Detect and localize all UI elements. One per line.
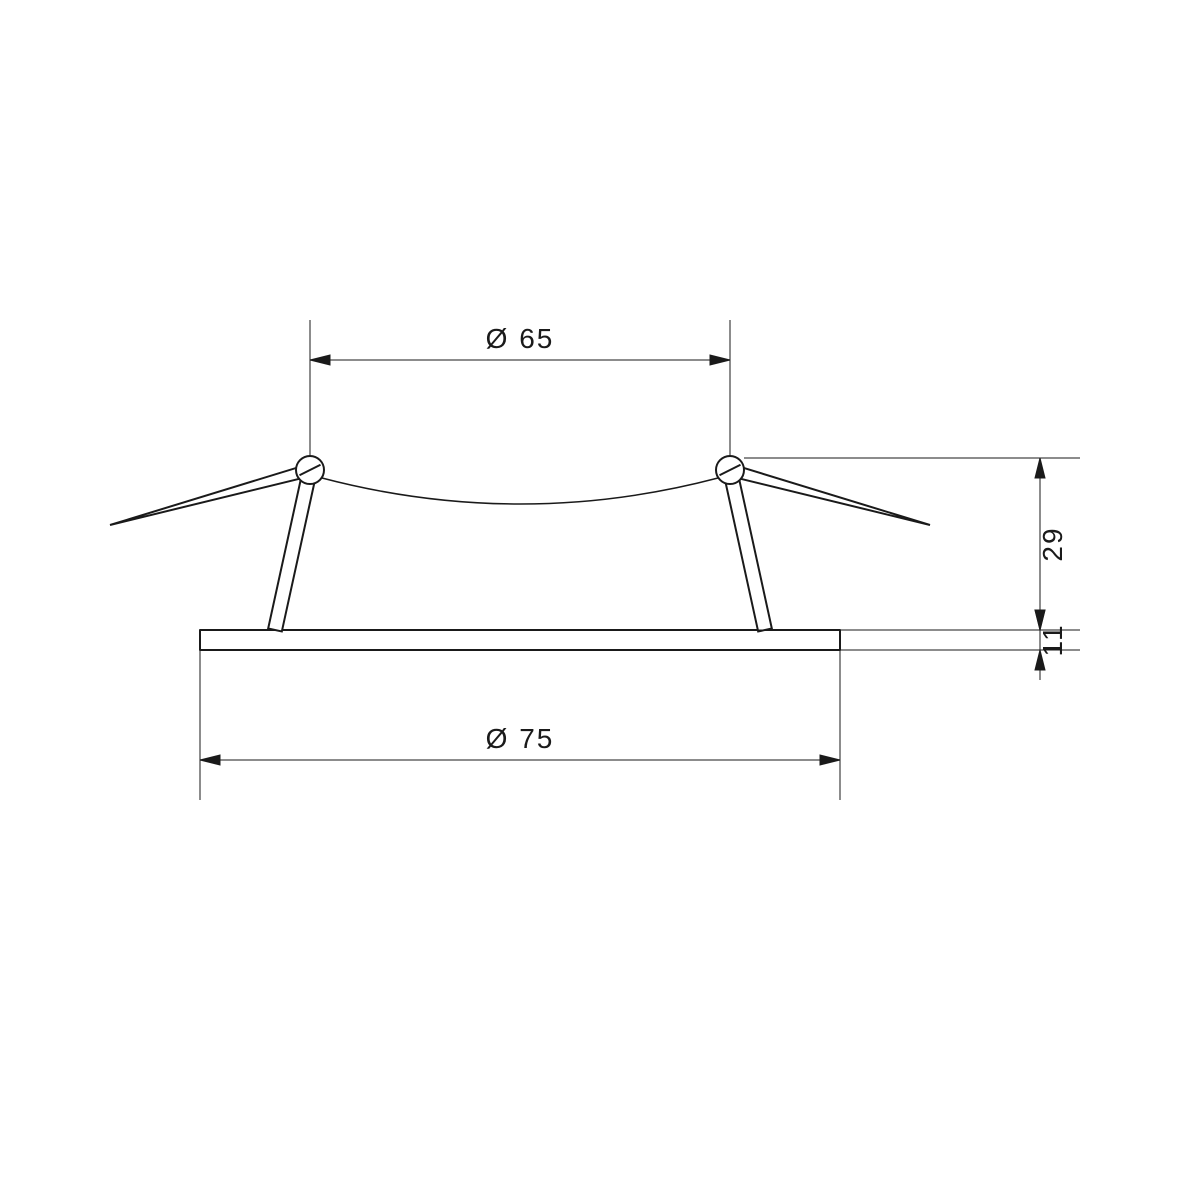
technical-drawing: Ø 65 Ø 75 29 11 [0, 0, 1200, 1200]
dim-d75: Ø 75 [486, 723, 555, 754]
dim-d65: Ø 65 [486, 323, 555, 354]
dim-29: 29 [1037, 526, 1068, 561]
dim-11: 11 [1037, 623, 1068, 656]
